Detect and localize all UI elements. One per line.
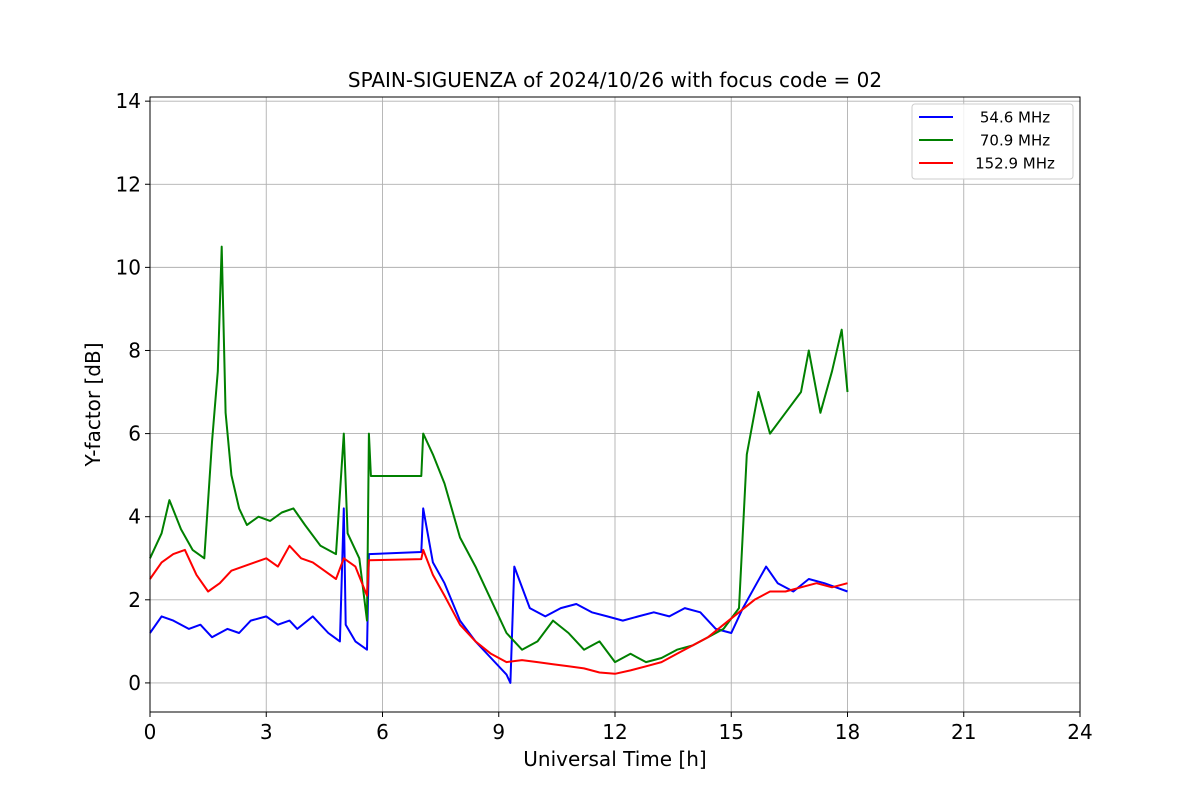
y-tick-label: 10 (116, 255, 141, 279)
legend-label: 70.9 MHz (980, 132, 1050, 150)
legend: 54.6 MHz 70.9 MHz 152.9 MHz (911, 103, 1074, 180)
legend-box (911, 103, 1074, 180)
series-line (149, 507, 848, 684)
series-layer (149, 245, 849, 684)
x-tick-label: 6 (376, 720, 389, 744)
x-tick-label: 18 (835, 720, 860, 744)
y-tick-label: 0 (128, 671, 141, 695)
x-tick-label: 15 (719, 720, 744, 744)
y-axis-label: Y-factor [dB] (81, 342, 105, 467)
x-tick-label: 21 (951, 720, 976, 744)
series-line (149, 544, 848, 675)
y-axis: 0 2 4 6 8 10 12 14 (116, 89, 150, 695)
series-line (149, 245, 849, 664)
chart-title: SPAIN-SIGUENZA of 2024/10/26 with focus … (348, 68, 882, 92)
y-tick-label: 6 (128, 422, 141, 446)
y-tick-label: 14 (116, 89, 141, 113)
x-tick-label: 9 (492, 720, 505, 744)
legend-label: 152.9 MHz (975, 155, 1055, 173)
y-tick-label: 8 (128, 338, 141, 362)
y-tick-label: 2 (128, 588, 141, 612)
x-axis: 0 3 6 9 12 15 18 21 24 (144, 712, 1093, 744)
x-tick-label: 3 (260, 720, 273, 744)
y-tick-label: 12 (116, 172, 141, 196)
x-axis-label: Universal Time [h] (523, 747, 706, 771)
x-tick-label: 0 (144, 720, 157, 744)
x-tick-label: 24 (1067, 720, 1092, 744)
y-tick-label: 4 (128, 505, 141, 529)
legend-label: 54.6 MHz (980, 109, 1050, 127)
x-tick-label: 12 (602, 720, 627, 744)
grid (149, 97, 1081, 712)
